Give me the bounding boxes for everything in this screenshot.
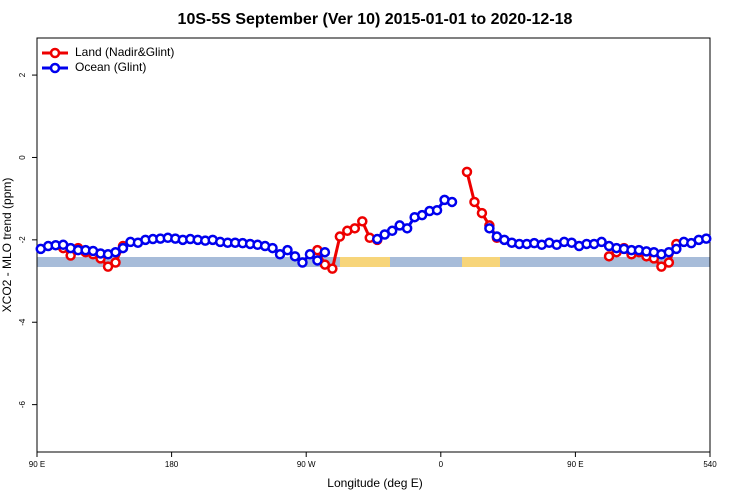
series-point <box>671 243 682 255</box>
y-tick-label: -4 <box>18 318 27 326</box>
y-tick-label: -2 <box>18 236 27 244</box>
series-point <box>416 209 428 221</box>
y-tick-label: 2 <box>18 72 27 77</box>
legend-marker <box>49 62 61 74</box>
series-point <box>663 257 675 268</box>
y-tick-label: -6 <box>18 401 27 409</box>
x-tick-label: 0 <box>439 460 444 469</box>
series-point <box>312 255 323 266</box>
series-point <box>117 242 129 254</box>
series-point <box>469 196 480 208</box>
legend-marker <box>49 47 61 59</box>
legend-label: Ocean (Glint) <box>75 60 146 74</box>
series-point <box>431 204 443 216</box>
series-point <box>603 251 615 262</box>
x-tick-label: 90 E <box>567 460 583 469</box>
series-point <box>304 249 316 260</box>
series-point <box>319 246 331 258</box>
series-point <box>102 261 114 272</box>
y-tick-label: 0 <box>18 155 27 160</box>
series-point <box>327 263 338 274</box>
plot-frame <box>36 37 711 453</box>
series-point <box>596 236 607 248</box>
y-axis-label: XCO2 - MLO trend (ppm) <box>0 178 14 313</box>
series-point <box>349 223 361 234</box>
series-point <box>110 246 121 258</box>
chart-title: 10S-5S September (Ver 10) 2015-01-01 to … <box>178 11 573 28</box>
series-point <box>476 207 488 219</box>
x-axis-label: Longitude (deg E) <box>327 476 422 490</box>
series-point <box>110 257 121 268</box>
series-point <box>274 249 286 260</box>
surface-band <box>37 257 710 267</box>
series-point <box>267 242 278 254</box>
series-point <box>297 257 308 268</box>
land-band <box>340 257 390 267</box>
land-band <box>462 257 500 267</box>
series-point <box>446 196 458 208</box>
legend-label: Land (Nadir&Glint) <box>75 45 174 59</box>
series-point <box>656 261 667 272</box>
series-point <box>282 244 293 256</box>
legend: Land (Nadir&Glint)Ocean (Glint) <box>42 45 174 74</box>
x-tick-label: 90 W <box>297 460 316 469</box>
x-tick-label: 180 <box>165 460 179 469</box>
series-point <box>357 216 368 227</box>
series-point <box>701 233 712 244</box>
series-point <box>401 223 413 234</box>
x-tick-label: 540 <box>703 460 717 469</box>
series-point <box>334 231 346 242</box>
series-point <box>371 233 383 245</box>
series-point <box>319 259 331 270</box>
series-point <box>484 223 495 234</box>
series-point <box>386 225 398 237</box>
x-tick-label: 90 E <box>29 460 45 469</box>
series-point <box>289 251 301 262</box>
series-point <box>461 166 473 178</box>
